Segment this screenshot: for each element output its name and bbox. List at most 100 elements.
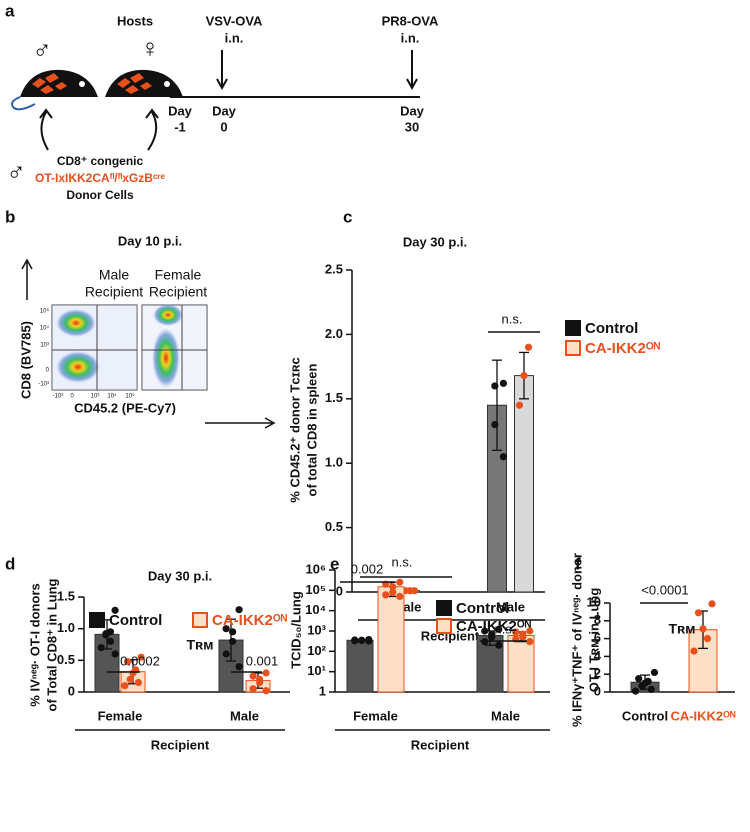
legend-swatch	[565, 320, 581, 336]
day-number: 30	[405, 119, 419, 134]
data-point	[708, 600, 716, 608]
data-point	[396, 578, 404, 586]
vsv-label: VSV-OVA	[206, 13, 263, 28]
y-tick-label: 10⁶	[306, 561, 326, 576]
data-point	[526, 638, 534, 646]
mouse-icon	[11, 69, 98, 111]
plot-label: Female	[155, 267, 202, 283]
data-point	[229, 628, 237, 636]
x-axis-label: Recipient	[421, 628, 480, 643]
legend-swatch	[565, 340, 581, 356]
y-tick-label: 0	[594, 683, 601, 698]
panel-a: a Hosts ♂ ♀ VSV-OVA i.n. PR8-OVA i.n. Da…	[5, 1, 439, 202]
legend-swatch	[436, 618, 452, 634]
arrow	[216, 50, 228, 91]
data-point	[488, 633, 496, 641]
x-tick-label: Male	[230, 708, 259, 723]
data-point	[699, 625, 707, 633]
data-point	[262, 669, 270, 677]
legend-label: Control	[109, 612, 162, 629]
y-tick-label: 10³	[307, 622, 326, 637]
y-axis-label: of total CD8 in spleen	[304, 363, 319, 496]
data-point	[515, 401, 524, 409]
day-number: -1	[174, 119, 186, 134]
y-tick-label: 1.0	[57, 620, 75, 635]
data-point	[249, 672, 257, 680]
data-point	[249, 685, 257, 693]
y-tick-label: 10¹	[307, 663, 326, 678]
data-point	[102, 631, 110, 639]
day-label: Day	[400, 103, 425, 118]
flow-tick: 10³	[40, 343, 49, 349]
data-point	[512, 628, 520, 636]
legend-swatch	[436, 600, 452, 616]
data-point	[235, 606, 243, 614]
y-tick-label: 10⁵	[305, 582, 326, 597]
data-point	[235, 663, 243, 671]
arrow	[39, 108, 53, 151]
y-tick-label: 1.0	[325, 455, 343, 470]
flow-tick: -10³	[38, 382, 49, 388]
data-point	[495, 625, 503, 633]
chart-title: Day 30 p.i.	[403, 234, 467, 249]
y-tick-label: 1.5	[325, 390, 343, 405]
data-point	[97, 644, 105, 652]
y-tick-label: 0	[336, 583, 343, 598]
panel-letter: d	[5, 554, 15, 573]
legend-swatch	[192, 612, 208, 628]
arrow	[145, 108, 159, 151]
flow-tick: 10⁵	[125, 393, 135, 400]
x-tick-label: CA-IKK2ᴼᴺ	[670, 708, 735, 723]
legend-label: CA-IKK2ᴼᴺ	[456, 618, 532, 635]
y-axis-label: % IFNγ⁺TNF⁺ of IVⁿᵉᵍ· donor	[569, 553, 584, 727]
x-tick-label: Male	[491, 708, 520, 723]
pr8-label: PR8-OVA	[382, 13, 439, 28]
flow-tick: -10³	[53, 394, 64, 400]
plot-label: Male	[99, 267, 130, 283]
y-tick-label: 0.5	[57, 652, 75, 667]
data-point	[111, 606, 119, 614]
day-label: Day	[212, 103, 237, 118]
legend-swatch	[89, 612, 105, 628]
day-number: 0	[220, 119, 227, 134]
legend-label: Control	[456, 600, 509, 617]
data-point	[631, 687, 640, 695]
y-axis-label: % CD45.2⁺ donor Tᴄɪʀᴄ	[287, 357, 302, 502]
panel-title: Day 10 p.i.	[118, 233, 182, 248]
panel-letter: c	[343, 207, 352, 226]
annotation: 0.0002	[120, 653, 160, 668]
annotation: 0.002	[351, 561, 384, 576]
data-point	[635, 675, 643, 683]
data-point	[495, 641, 503, 649]
data-point	[491, 420, 499, 429]
flow-tick: 10⁴	[107, 393, 117, 400]
annotation: n.s.	[502, 311, 523, 326]
legend-label: CA-IKK2ᴼᴺ	[212, 612, 288, 629]
y-tick-label: 2.5	[325, 261, 343, 276]
data-point	[491, 382, 499, 390]
donor-sex: ♂	[6, 157, 26, 187]
panel-b: b Day 10 p.i. Male Recipient Female Reci…	[5, 207, 276, 429]
y-axis-label: TCID₅₀/Lung	[288, 591, 303, 669]
day-label: Day	[168, 103, 193, 118]
data-point	[111, 650, 119, 658]
data-point	[703, 635, 712, 643]
vsv-route: i.n.	[225, 30, 244, 45]
data-point	[481, 627, 489, 635]
data-point	[358, 636, 366, 645]
hosts-label: Hosts	[117, 13, 153, 28]
data-point	[365, 637, 373, 645]
data-point	[690, 647, 698, 655]
data-point	[650, 668, 659, 677]
female-symbol: ♀	[140, 33, 160, 63]
plot-label: Recipient	[149, 284, 207, 300]
panel-letter: a	[5, 1, 15, 20]
panel-letter: b	[5, 207, 15, 226]
data-point	[647, 685, 655, 693]
legend-label: CA-IKK2ᴼᴺ	[585, 340, 661, 357]
annotation: n.s.	[392, 554, 413, 569]
flow-tick: 10⁴	[40, 325, 50, 332]
data-point	[229, 637, 237, 645]
y-tick-label: 0	[68, 683, 75, 698]
